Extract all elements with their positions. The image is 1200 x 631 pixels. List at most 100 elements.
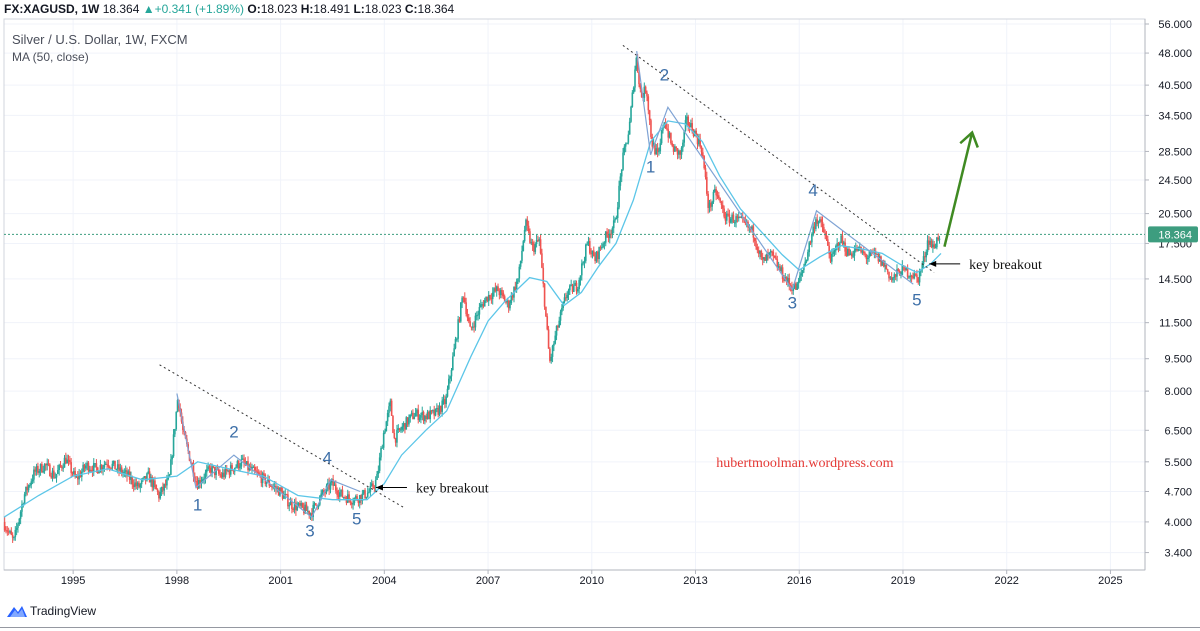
candle-body — [664, 122, 667, 129]
candle-body — [678, 150, 680, 155]
candle-body — [345, 498, 348, 503]
candle-body — [769, 250, 772, 253]
candle-body — [876, 253, 878, 255]
price-chart[interactable]: 56.00048.00040.50034.50028.50024.50020.5… — [0, 0, 1200, 596]
candle-body — [333, 484, 336, 486]
breakout-label: key breakout — [969, 258, 1042, 273]
candle-body — [292, 509, 295, 511]
candle-body — [43, 463, 46, 472]
candle-body — [114, 460, 116, 470]
time-tick-label: 2013 — [683, 575, 707, 587]
moving-average-line — [3, 120, 942, 518]
candle-body — [570, 284, 572, 286]
candle-body — [112, 460, 115, 464]
candle-body — [251, 467, 253, 470]
candle-body — [582, 262, 584, 264]
candle-body — [724, 216, 727, 221]
candle-body — [400, 429, 402, 431]
candle-body — [55, 473, 58, 478]
tradingview-logo-icon[interactable] — [6, 603, 28, 619]
last-price-value: 18.364 — [1158, 229, 1192, 241]
candle-body — [462, 297, 465, 299]
candle-body — [150, 477, 152, 483]
candle-body — [684, 119, 687, 131]
candle-body — [932, 244, 934, 248]
candle-body — [936, 237, 938, 248]
candle-body — [763, 257, 765, 260]
wave-label: 4 — [323, 449, 332, 468]
candle-body — [542, 267, 545, 284]
candle-body — [135, 482, 138, 487]
candle-body — [132, 484, 135, 488]
candle-body — [531, 242, 534, 246]
candle-body — [449, 376, 451, 379]
candle-body — [106, 463, 108, 465]
candle-body — [191, 462, 193, 465]
candle-body — [15, 527, 18, 530]
candle-body — [130, 476, 132, 480]
candle-body — [807, 252, 809, 260]
candle-body — [864, 253, 866, 256]
candle-body — [908, 276, 910, 278]
candle-body — [436, 407, 438, 409]
elliott-wave-paths — [176, 51, 914, 519]
candle-body — [687, 116, 690, 126]
candle-body — [452, 356, 454, 371]
candle-body — [692, 131, 695, 137]
candle-body — [630, 106, 632, 122]
candle-body — [581, 263, 583, 276]
candle-body — [926, 240, 929, 252]
candle-body — [248, 466, 251, 471]
price-change: ▲+0.341 (+1.89%) — [142, 2, 245, 16]
candle-body — [296, 505, 299, 511]
candle-body — [126, 470, 128, 477]
candle-body — [667, 129, 670, 138]
candle-body — [666, 128, 668, 130]
candle-body — [466, 314, 469, 318]
candle-body — [711, 201, 713, 207]
candle-body — [812, 226, 815, 234]
candle-body — [34, 469, 37, 472]
candle-body — [473, 326, 475, 328]
candle-body — [578, 280, 580, 290]
candle-body — [640, 88, 643, 98]
dotted-trendline — [159, 364, 406, 509]
candle-body — [38, 471, 41, 473]
candle-body — [49, 464, 51, 477]
candle-body — [413, 416, 416, 419]
candle-body — [699, 138, 701, 147]
candle-body — [530, 242, 533, 244]
candle-body — [268, 479, 271, 486]
candle-body — [341, 489, 344, 498]
candle-body — [559, 311, 562, 321]
candle-body — [635, 57, 638, 70]
candle-body — [690, 123, 692, 128]
candle-body — [315, 503, 317, 506]
tradingview-brand[interactable]: TradingView — [30, 604, 97, 618]
candle-body — [779, 266, 781, 272]
candle-body — [793, 283, 796, 289]
candle-body — [704, 168, 707, 178]
time-tick-label: 2001 — [268, 575, 292, 587]
candle-body — [264, 474, 267, 484]
candle-body — [338, 492, 341, 497]
candle-body — [514, 286, 517, 291]
candle-body — [453, 348, 455, 357]
candle-body — [377, 470, 380, 475]
candle-body — [239, 466, 241, 469]
candle-body — [388, 406, 390, 413]
candle-body — [545, 306, 547, 317]
candle-body — [376, 474, 378, 480]
candle-body — [897, 269, 900, 271]
candle-body — [557, 325, 559, 328]
price-tick-label: 6.500 — [1164, 425, 1192, 437]
wave-label: 4 — [808, 181, 817, 200]
candle-body — [816, 219, 818, 224]
candle-body — [700, 146, 703, 153]
candle-body — [116, 464, 119, 470]
candle-body — [644, 86, 647, 93]
candle-body — [865, 255, 868, 260]
candle-body — [79, 473, 82, 477]
candle-body — [457, 319, 459, 339]
price-tick-label: 3.400 — [1164, 548, 1192, 560]
